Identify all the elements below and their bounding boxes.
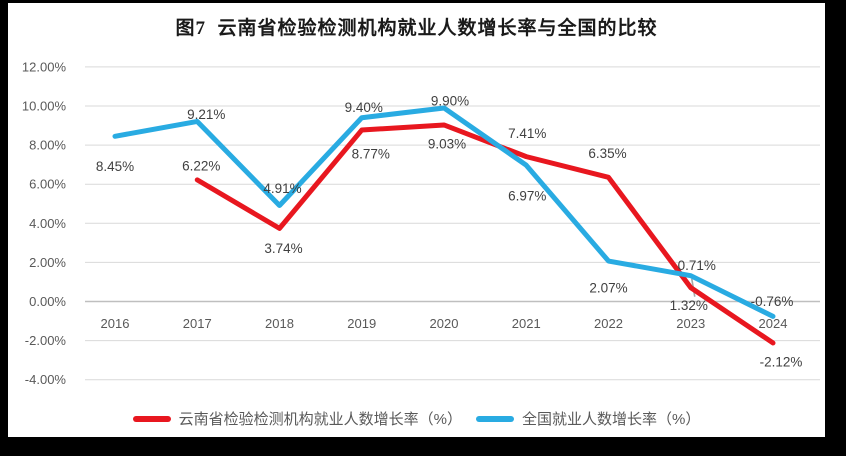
data-label: 0.71% bbox=[678, 258, 716, 273]
data-label: 8.45% bbox=[96, 159, 134, 174]
x-axis-tick-label: 2023 bbox=[676, 316, 705, 331]
data-label: 2.07% bbox=[589, 281, 627, 296]
data-label: 9.40% bbox=[345, 100, 383, 115]
y-axis-tick-label: 6.00% bbox=[29, 177, 66, 192]
x-axis-tick-label: 2016 bbox=[101, 316, 130, 331]
series-line-national bbox=[112, 105, 776, 319]
y-axis-tick-label: -2.00% bbox=[25, 333, 67, 348]
x-axis-tick-label: 2019 bbox=[347, 316, 376, 331]
legend-label-national: 全国就业人数增长率（%） bbox=[522, 411, 701, 428]
chart-title: 图7 云南省检验检测机构就业人数增长率与全国的比较 bbox=[175, 18, 658, 39]
y-axis-tick-label: 0.00% bbox=[29, 294, 66, 309]
chart-legend: 云南省检验检测机构就业人数增长率（%） 全国就业人数增长率（%） bbox=[8, 408, 825, 429]
y-axis-tick-label: 12.00% bbox=[22, 59, 67, 74]
x-axis-tick-label: 2020 bbox=[430, 316, 459, 331]
legend-label-yunnan: 云南省检验检测机构就业人数增长率（%） bbox=[178, 411, 462, 428]
x-axis-tick-label: 2021 bbox=[512, 316, 541, 331]
y-axis-tick-label: 2.00% bbox=[29, 255, 66, 270]
legend-line-red-icon bbox=[132, 415, 171, 422]
line-chart-plot: 12.00% 10.00% 8.00% 6.00% 4.00% 2.00% 0.00% -2.… bbox=[22, 59, 820, 387]
data-label: 9.21% bbox=[187, 107, 225, 122]
data-label: 9.03% bbox=[428, 136, 466, 151]
data-label: 6.22% bbox=[182, 158, 220, 173]
data-label: -2.12% bbox=[760, 354, 803, 369]
data-label: -0.76% bbox=[751, 294, 794, 309]
legend-item-national: 全国就业人数增长率（%） bbox=[476, 408, 700, 429]
y-axis-tick-label: -4.00% bbox=[25, 372, 67, 387]
data-label: 6.35% bbox=[588, 146, 626, 161]
series-line-yunnan bbox=[194, 122, 776, 346]
legend-line-blue-icon bbox=[476, 415, 514, 422]
data-label: 9.90% bbox=[431, 93, 469, 108]
x-axis-tick-label: 2022 bbox=[594, 316, 623, 331]
data-label: 3.74% bbox=[264, 241, 302, 256]
y-axis-tick-label: 10.00% bbox=[22, 99, 67, 114]
data-label: 7.41% bbox=[508, 126, 546, 141]
x-axis-tick-label: 2024 bbox=[759, 316, 788, 331]
data-label: 1.32% bbox=[670, 298, 708, 313]
x-axis-tick-label: 2017 bbox=[183, 316, 212, 331]
y-axis-tick-label: 4.00% bbox=[29, 216, 66, 231]
chart-card: 图7 云南省检验检测机构就业人数增长率与全国的比较 12.00% 10.00% 8.… bbox=[8, 3, 825, 437]
data-label: 8.77% bbox=[352, 147, 390, 162]
legend-item-yunnan: 云南省检验检测机构就业人数增长率（%） bbox=[132, 408, 462, 429]
data-label: 4.91% bbox=[263, 181, 301, 196]
y-axis-tick-label: 8.00% bbox=[29, 138, 66, 153]
x-axis-tick-label: 2018 bbox=[265, 316, 294, 331]
data-label: 6.97% bbox=[508, 189, 546, 204]
